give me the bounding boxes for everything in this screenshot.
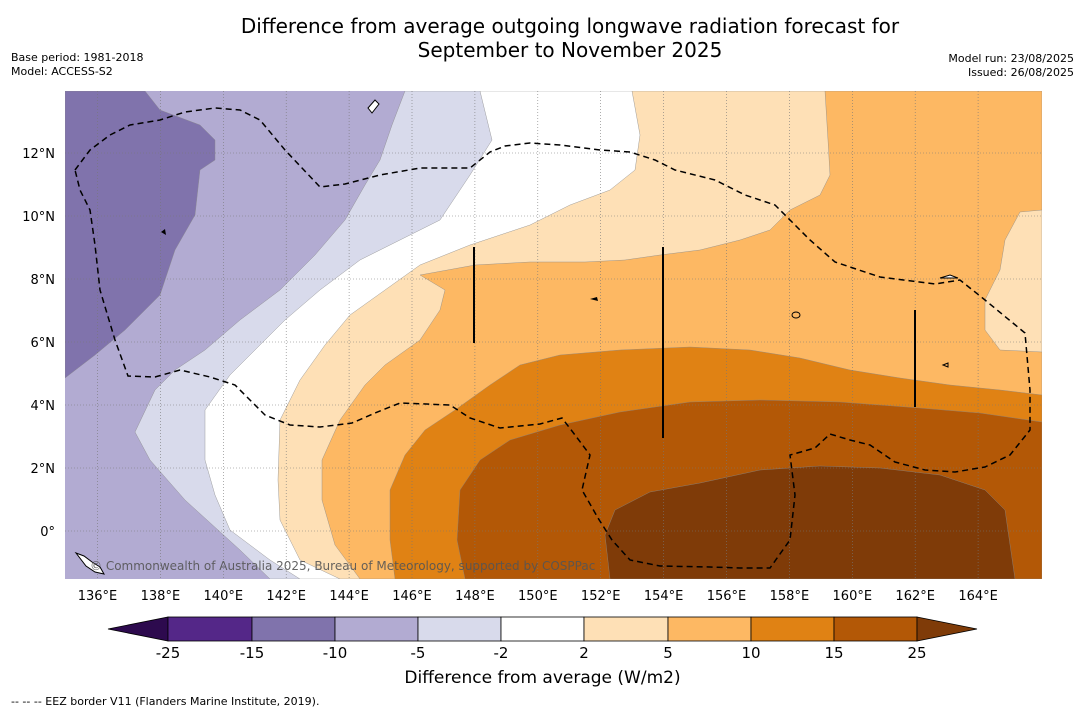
island: [590, 297, 598, 301]
island: [161, 229, 166, 235]
x-tick-label: 142°E: [266, 589, 306, 604]
colorbar-tick-label: -2: [494, 644, 509, 662]
colorbar-swatch: [167, 616, 253, 642]
run-info: Model run: 23/08/2025 Issued: 26/08/2025: [948, 52, 1074, 80]
island: [791, 311, 801, 319]
colorbar-swatch: [251, 616, 336, 642]
colorbar-tick-label: -25: [156, 644, 181, 662]
gridlines: [65, 91, 1042, 579]
model-name: Model: ACCESS-S2: [11, 65, 113, 78]
island: [74, 551, 105, 575]
base-period: Base period: 1981-2018: [11, 51, 144, 64]
model-run-date: Model run: 23/08/2025: [948, 52, 1074, 65]
y-tick-label: 2°N: [31, 462, 56, 477]
map-plot-area: © Commonwealth of Australia 2025, Bureau…: [65, 91, 1042, 579]
colorbar-tick-label: -10: [323, 644, 348, 662]
colorbar-swatch: [583, 616, 669, 642]
model-info: Base period: 1981-2018 Model: ACCESS-S2: [11, 51, 143, 79]
x-tick-label: 158°E: [770, 589, 810, 604]
x-tick-label: 152°E: [581, 589, 621, 604]
colorbar-title: Difference from average (W/m2): [404, 668, 681, 688]
y-tick-label: 0°: [40, 525, 55, 540]
title-line-1: Difference from average outgoing longwav…: [240, 14, 900, 38]
x-tick-label: 164°E: [958, 589, 998, 604]
y-tick-label: 8°N: [31, 273, 56, 288]
x-tick-label: 140°E: [204, 589, 244, 604]
chart-title: Difference from average outgoing longwav…: [120, 14, 1020, 62]
y-tick-label: 6°N: [31, 336, 56, 351]
x-tick-label: 144°E: [329, 589, 369, 604]
y-tick-label: 12°N: [22, 147, 55, 162]
y-tick-label: 4°N: [31, 399, 56, 414]
colorbar-extend-low: [107, 616, 169, 642]
x-tick-label: 156°E: [707, 589, 747, 604]
title-line-2: September to November 2025: [417, 38, 723, 62]
colorbar-tick-label: -5: [411, 644, 426, 662]
x-tick-label: 148°E: [455, 589, 495, 604]
x-tick-label: 160°E: [833, 589, 873, 604]
x-axis-ticks: 136°E 138°E 140°E 142°E 144°E 146°E 148°E 150°E…: [78, 589, 998, 604]
colorbar-tick-label: 5: [663, 644, 673, 662]
colorbar-swatch: [417, 616, 502, 642]
colorbar-tick-label: 25: [907, 644, 926, 662]
colorbar-tick-label: 10: [741, 644, 760, 662]
island: [941, 362, 949, 368]
colorbar-extend-high: [916, 616, 978, 642]
x-tick-label: 138°E: [141, 589, 181, 604]
colorbar-tick-label: -15: [240, 644, 265, 662]
band-minus15-minus10: [65, 91, 216, 379]
colorbar-swatch: [833, 616, 918, 642]
y-axis-ticks: 12°N 10°N 8°N 6°N 4°N 2°N 0°: [22, 147, 55, 540]
colorbar-swatch: [667, 616, 752, 642]
colorbar-swatch: [500, 616, 585, 642]
x-tick-label: 154°E: [644, 589, 684, 604]
issued-date: Issued: 26/08/2025: [967, 66, 1074, 79]
copyright-text: © Commonwealth of Australia 2025, Bureau…: [90, 559, 595, 573]
x-tick-label: 136°E: [78, 589, 118, 604]
island: [939, 274, 959, 279]
colorbar-swatch: [750, 616, 835, 642]
colorbar-swatch: [334, 616, 419, 642]
colorbar: -25 -15 -10 -5 -2 2 5 10 15 25: [107, 616, 978, 662]
x-tick-label: 150°E: [518, 589, 558, 604]
island: [367, 99, 380, 114]
band-above-25: [604, 465, 1016, 579]
x-tick-label: 146°E: [392, 589, 432, 604]
colorbar-tick-label: 15: [824, 644, 843, 662]
eez-footnote: -- -- -- EEZ border V11 (Flanders Marine…: [11, 695, 320, 708]
colorbar-tick-label: 2: [579, 644, 589, 662]
y-tick-label: 10°N: [22, 210, 55, 225]
x-tick-label: 162°E: [895, 589, 935, 604]
